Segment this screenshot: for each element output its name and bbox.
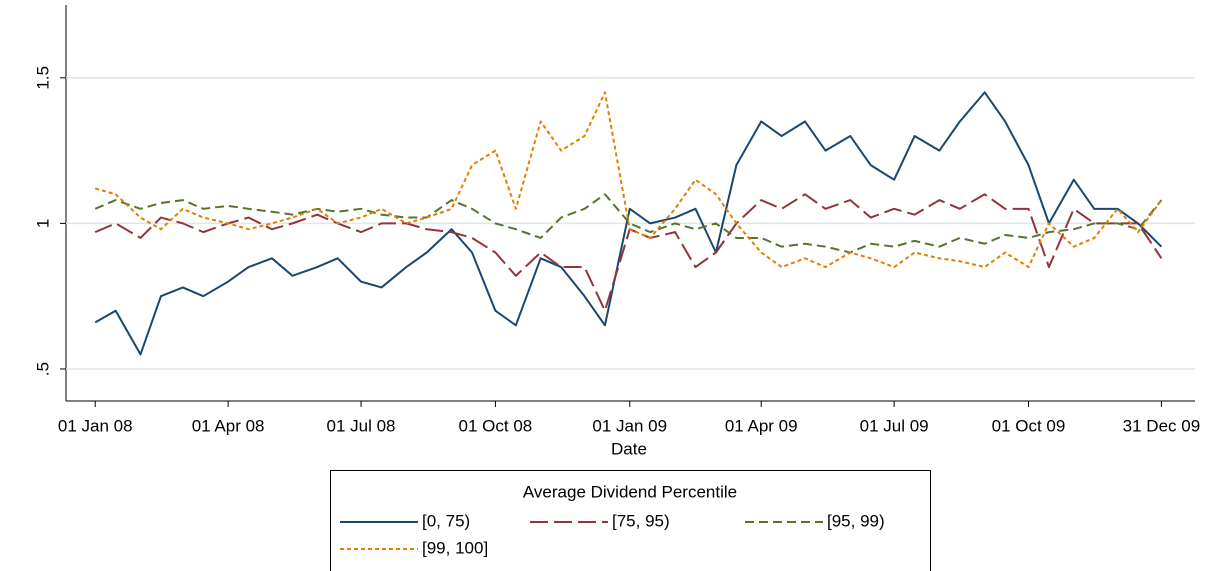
x-tick-label: 01 Jan 09 — [592, 416, 667, 435]
series-line — [94, 193, 1163, 254]
x-tick-label: 01 Jul 09 — [860, 416, 929, 435]
legend-label: [95, 99) — [827, 511, 885, 530]
y-tick-label: 1 — [33, 219, 52, 228]
x-tick-label: 01 Oct 09 — [992, 416, 1066, 435]
y-tick-label: .5 — [33, 362, 52, 376]
y-tick-label: 1.5 — [33, 66, 52, 90]
legend-label: [75, 95) — [612, 511, 670, 530]
x-tick-label: 31 Dec 09 — [1123, 416, 1201, 435]
x-tick-label: 01 Oct 08 — [459, 416, 533, 435]
x-tick-label: 01 Jul 08 — [327, 416, 396, 435]
x-tick-label: 01 Jan 08 — [58, 416, 133, 435]
series-line — [94, 91, 1163, 269]
legend-title: Average Dividend Percentile — [523, 482, 737, 501]
legend-label: [99, 100] — [422, 538, 488, 557]
x-tick-label: 01 Apr 08 — [192, 416, 265, 435]
legend-label: [0, 75) — [422, 511, 470, 530]
x-axis-title: Date — [611, 439, 647, 458]
series-line — [94, 91, 1163, 356]
x-tick-label: 01 Apr 09 — [725, 416, 798, 435]
legend-box — [330, 470, 931, 571]
